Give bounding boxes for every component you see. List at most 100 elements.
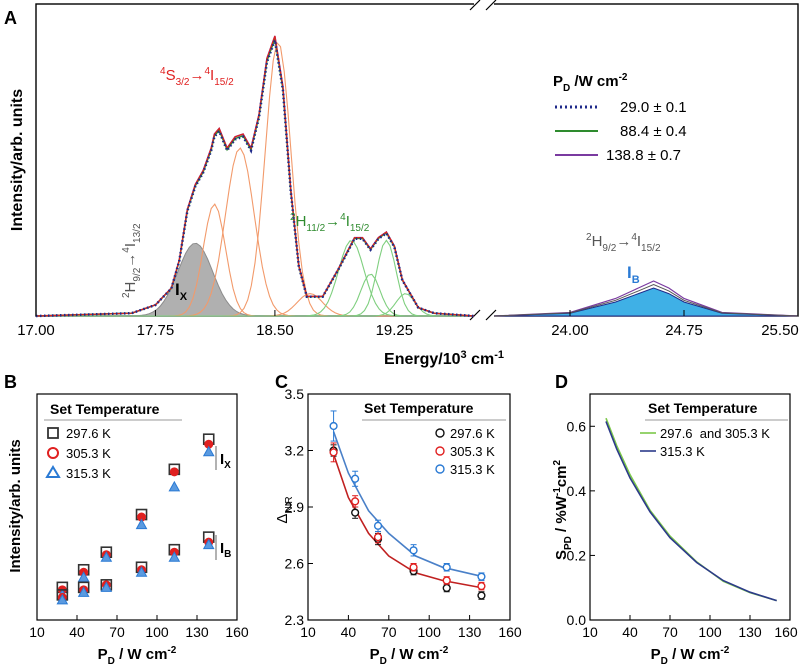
panel-c-ytick-label: 2.3 [285,612,305,628]
panel-b-ylabel: Intensity/arb. units [7,439,24,572]
component-peak [36,293,474,317]
panel-c-legend-marker-1 [435,446,445,456]
data-point [373,521,383,530]
label-ix: IX [220,451,231,471]
point-triangle [135,566,148,577]
panel-b-xtick-label: 160 [225,624,249,640]
data-point [477,591,486,600]
legend-marker-triangle [45,465,61,478]
panel-a-xtick-label: 24.00 [551,322,589,339]
panel-c-xlabel: PD / W cm-2 [370,645,449,667]
panel-a-legend-title: PD /W cm-2 [553,72,628,94]
panel-d-xtick-label: 10 [582,624,598,640]
point-triangle [202,445,215,457]
component-peak [36,41,474,317]
data-point [329,421,338,431]
band-ib-88 [493,284,799,317]
panel-d-ylabel: SPD / %W-1cm2 [552,460,574,561]
point-triangle [168,480,181,492]
panel-b-legend-title: Set Temperature [50,401,160,417]
panel-b-xlabel: PD / W cm-2 [98,645,177,667]
panel-c-xtick-label: 100 [418,624,442,640]
point-triangle [77,571,90,582]
panel-d-xtick-label: 130 [738,624,762,640]
panel-c-ytick-label: 3.5 [285,386,305,402]
panel-d-xlabel: PD / W cm-2 [651,645,730,667]
panel-b-legend-label-0: 297.6 K [66,426,111,441]
panel-letter-d: D [555,372,568,392]
panel-c-xtick-label: 10 [300,624,316,640]
panel-c-legend-title: Set Temperature [364,400,474,416]
data-point [409,563,418,572]
panel-c-xtick-label: 40 [341,624,357,640]
panel-c-legend-marker-0 [435,428,445,438]
spectrum-88 [35,38,475,317]
panel-c-xtick-label: 70 [381,624,397,640]
data-point [351,497,360,506]
component-peak [36,239,474,317]
annotation-h11: 2H11/2→4I15/2 [290,212,370,234]
panel-letter-c: C [275,372,288,392]
panel-c-legend-label-1: 305.3 K [450,444,495,459]
panel-b-xtick-label: 10 [29,624,45,640]
legend-label-29: 29.0 ± 0.1 [620,99,687,116]
panel-b-frame [36,393,238,621]
panel-d-legend-title: Set Temperature [648,400,758,416]
panel-c-ylabel: ΔNIR [274,496,295,523]
point-triangle [135,518,148,530]
panel-a-break-gap-bottom [474,311,494,320]
legend-marker-circle [47,447,59,459]
panel-d-xtick-label: 100 [698,624,722,640]
panel-a-xtick-label: 19.25 [376,322,414,339]
legend-marker-square [47,427,59,439]
point-triangle [100,551,113,562]
annotation-h9-13: 2H9/2→4I13/2 [121,223,143,298]
panel-a-frame [35,3,799,317]
panel-d-ytick-label: 0.4 [567,483,587,499]
component-ix-fill [36,242,474,317]
spectrum-138 [35,35,475,317]
data-point [373,533,383,542]
panel-d-legend-label-0: 297.6 and 305.3 K [660,426,770,441]
annotation-ib: IB [627,263,640,286]
point-triangle [56,593,69,605]
data-point [442,576,451,585]
data-point [329,448,338,457]
panel-a-axis-break-top [469,0,497,11]
data-point [351,508,360,517]
panel-b-legend-label-1: 305.3 K [66,446,111,461]
annotation-s32: 4S3/2→4I15/2 [160,66,234,88]
point-triangle [168,551,181,562]
panel-d-xtick-label: 40 [622,624,638,640]
panel-b: 10 40 70 100 130 160 Intensity/arb. units PD … [7,393,249,667]
band-ib-fill [493,287,799,317]
point-triangle [77,586,90,597]
panel-d-ytick-label: 0.0 [567,612,587,628]
point-triangle [100,581,113,592]
sensitivity-curve [605,421,777,602]
panel-a-xtick-label: 17.00 [17,322,55,339]
panel-b-xtick-label: 70 [109,624,125,640]
panel-b-legend-label-2: 315.3 K [66,466,111,481]
panel-a-xtick-label: 24.75 [665,322,703,339]
panel-d: 10 40 70 100 130 160 0.0 0.2 0.4 0.6 SPD / %W-1cm… [552,393,798,667]
data-point [442,583,451,593]
panel-letter-a: A [4,8,17,28]
panel-a: 17.00 17.75 18.50 19.25 24.00 24.75 25.50 Inte… [9,0,799,368]
panel-c-legend-label-0: 297.6 K [450,426,495,441]
spectrum-29 [35,35,475,318]
panel-c-legend-label-2: 315.3 K [450,462,495,477]
panel-a-xtick-label: 25.50 [761,322,799,339]
panel-a-ylabel: Intensity/arb. units [9,89,26,231]
data-point [442,563,451,572]
panel-a-axis-break-bottom [469,309,497,321]
panel-letter-b: B [4,372,17,392]
spectrum-fit [35,35,475,317]
panel-c-xtick-label: 130 [458,624,482,640]
panel-b-xtick-label: 100 [145,624,169,640]
panel-d-frame [589,393,791,621]
panel-a-break-gap-top [474,0,494,9]
panel-a-xtick-label: 17.75 [137,322,175,339]
data-point [409,546,418,555]
